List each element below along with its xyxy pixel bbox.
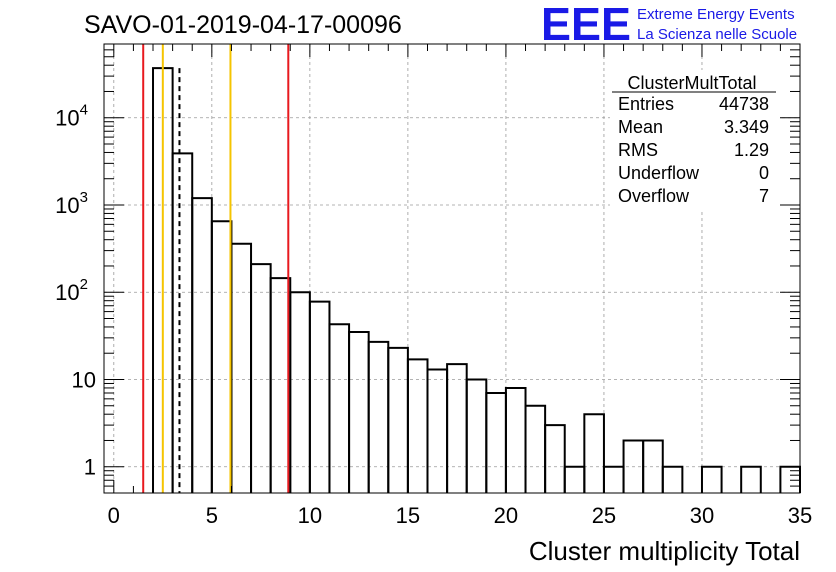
histogram-bin-4 <box>230 242 253 493</box>
stats-value-mean: 3.349 <box>724 117 769 137</box>
histogram-bin-10 <box>348 331 370 493</box>
stats-value-entries: 44738 <box>719 94 769 114</box>
y-tick-label-3: 103 <box>55 189 88 218</box>
stats-label-mean: Mean <box>618 117 663 137</box>
logo-line-1: Extreme Energy Events <box>637 6 795 23</box>
stats-value-overflow: 7 <box>759 186 769 206</box>
stats-label-rms: RMS <box>618 140 658 160</box>
y-tick-label-0: 1 <box>84 455 96 480</box>
histogram-bin-16 <box>465 378 488 493</box>
histogram-bin-18 <box>504 386 527 493</box>
x-tick-label-3: 15 <box>396 503 420 528</box>
histogram-bin-3 <box>210 220 233 493</box>
run-title: SAVO-01-2019-04-17-00096 <box>84 11 402 39</box>
logo-text: EEE <box>541 0 631 50</box>
histogram-bin-14 <box>426 368 449 493</box>
x-tick-label-6: 30 <box>690 503 714 528</box>
stats-label-overflow: Overflow <box>618 186 690 206</box>
histogram-bin-23 <box>602 465 625 493</box>
histogram-bars <box>152 67 801 493</box>
histogram-bin-11 <box>367 340 390 493</box>
x-axis-label: Cluster multiplicity Total <box>529 536 800 566</box>
x-tick-label-5: 25 <box>592 503 616 528</box>
histogram-bin-17 <box>485 392 507 493</box>
stats-box: ClusterMultTotal Entries 44738 Mean 3.349 RM… <box>610 70 780 210</box>
histogram-bin-30 <box>740 465 762 493</box>
eee-logo: EEE Extreme Energy Events La Scienza nel… <box>541 0 797 50</box>
x-tick-label-1: 5 <box>206 503 218 528</box>
histogram-bin-19 <box>524 404 547 493</box>
histogram-bin-28 <box>700 465 723 493</box>
plot-frame <box>103 43 801 494</box>
histogram-bin-21 <box>563 465 586 493</box>
x-tick-label-2: 10 <box>298 503 322 528</box>
histogram-bin-20 <box>544 424 566 493</box>
histogram-bin-26 <box>661 465 684 493</box>
grid-lines <box>104 44 800 493</box>
stats-value-underflow: 0 <box>759 163 769 183</box>
stats-value-rms: 1.29 <box>734 140 769 160</box>
stats-label-entries: Entries <box>618 94 674 114</box>
logo-line-2: La Scienza nelle Scuole <box>637 26 797 43</box>
stats-box-background <box>610 70 780 210</box>
histogram-bin-1 <box>171 152 194 493</box>
x-tick-label-7: 35 <box>788 503 812 528</box>
x-axis: 0 5 10 15 20 25 30 35 <box>108 44 812 528</box>
histogram-bin-2 <box>191 197 213 493</box>
histogram-bin-5 <box>250 263 272 493</box>
histogram-bin-22 <box>583 413 605 493</box>
x-tick-label-4: 20 <box>494 503 518 528</box>
histogram-bin-15 <box>446 363 468 493</box>
y-axis: 1 10 102 103 104 <box>55 43 800 494</box>
histogram-bin-8 <box>308 300 331 493</box>
marker-lines <box>142 44 290 493</box>
histogram-bin-9 <box>328 323 351 493</box>
y-tick-label-1: 10 <box>72 367 96 392</box>
y-tick-label-4: 104 <box>55 102 88 131</box>
stats-title: ClusterMultTotal <box>627 73 756 93</box>
y-tick-label-2: 102 <box>55 276 88 305</box>
histogram-bin-7 <box>289 291 311 493</box>
stats-label-underflow: Underflow <box>618 163 700 183</box>
histogram-bin-12 <box>387 346 409 493</box>
x-tick-label-0: 0 <box>108 503 120 528</box>
